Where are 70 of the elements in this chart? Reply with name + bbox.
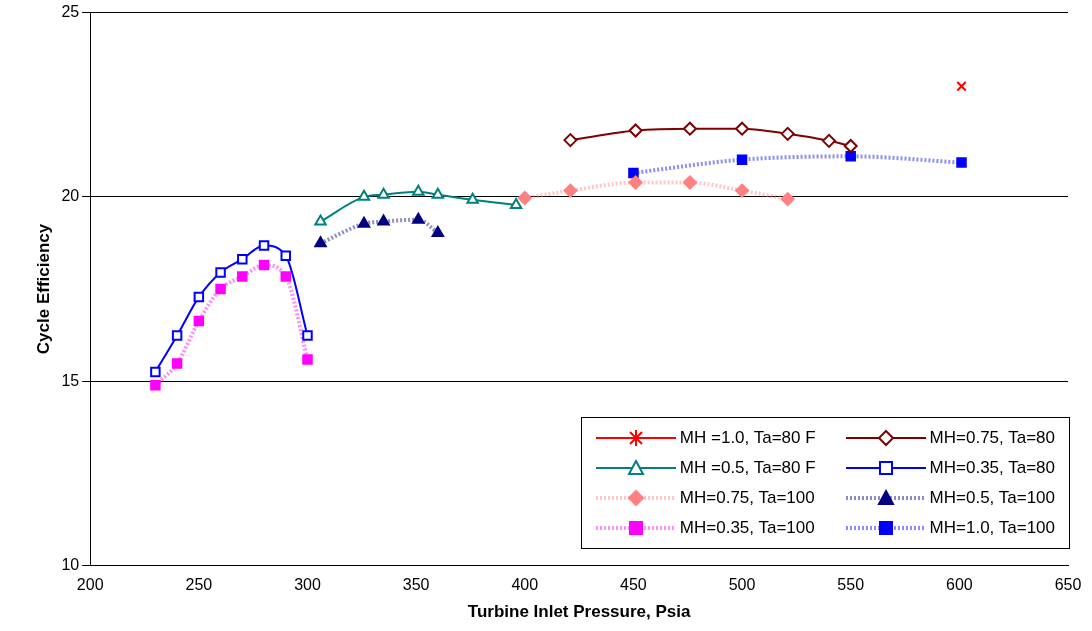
x-tick-label: 400 [511,576,539,594]
y-tick-label: 10 [61,555,80,573]
point [628,175,643,190]
point [377,214,390,226]
point [171,330,183,341]
point [302,354,313,365]
point [314,214,327,226]
point [357,189,371,201]
legend-label: MH=0.35, Ta=80 [929,458,1055,478]
y-tick-label: 25 [61,3,80,21]
legend-label: MH=0.5, Ta=100 [929,488,1055,508]
point [735,121,750,136]
legend-label: MH=0.35, Ta=100 [679,518,815,538]
x-tick-label: 200 [76,576,104,594]
point [517,190,532,205]
point [845,151,856,162]
y-tick-label: 20 [61,187,80,205]
point [237,253,248,265]
point [735,183,750,198]
point [431,187,445,199]
point [412,212,425,224]
point [843,139,858,154]
point [628,167,639,179]
y-tick-label: 15 [61,371,80,389]
point [357,216,371,228]
point [237,271,248,282]
x-tick-label: 350 [402,576,430,594]
point [150,379,161,391]
legend-label: MH=1.0, Ta=100 [929,518,1055,538]
point [193,315,205,327]
x-tick-label: 250 [185,576,213,594]
x-tick-label: 550 [837,576,865,594]
point [171,358,183,369]
point [821,133,836,148]
point [563,183,578,198]
x-tick-label: 300 [294,576,321,594]
point [780,192,795,207]
point [466,192,479,204]
point [302,330,313,341]
point [736,154,748,165]
point [150,366,161,378]
point [215,283,226,295]
point [563,133,578,148]
point [956,81,967,92]
point [682,121,697,136]
point [215,267,226,278]
x-tick-label: 650 [1054,576,1082,594]
point [780,126,795,141]
point [258,240,270,251]
point [682,175,697,190]
legend-label: MH=0.75, Ta=80 [929,428,1055,448]
x-tick-label: 600 [946,576,973,594]
point [280,250,291,262]
point [280,271,291,282]
point [314,236,327,248]
point [412,184,425,196]
x-tick-label: 450 [620,576,647,594]
point [377,187,390,199]
point [509,197,523,209]
point [431,225,445,237]
x-tick-label: 500 [728,576,756,594]
legend-label: MH =0.5, Ta=80 F [679,458,816,478]
legend-label: MH =1.0, Ta=80 F [679,428,816,448]
y-axis-title: Cycle Efficiency [33,223,53,355]
point [258,259,270,271]
point [956,157,967,168]
x-axis-title: Turbine Inlet Pressure, Psia [467,602,691,622]
legend-label: MH=0.75, Ta=100 [679,488,815,508]
point [193,291,205,303]
point [628,123,643,138]
